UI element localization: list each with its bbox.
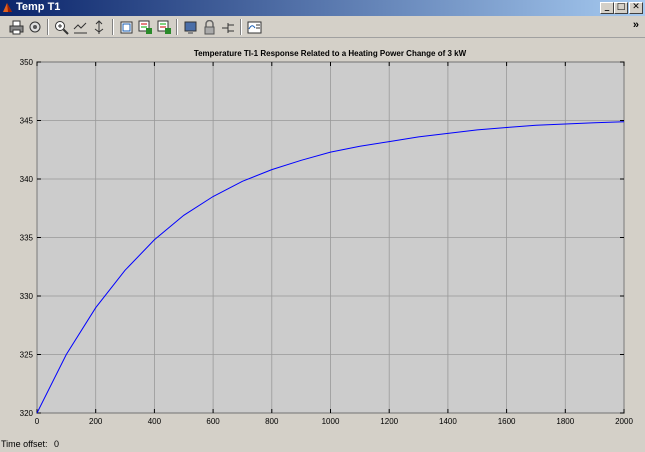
x-tick-label: 1000	[322, 417, 340, 426]
scope-params-icon	[184, 21, 196, 34]
x-tick-label: 200	[89, 417, 103, 426]
window-titlebar: Temp T1 _ □ ✕	[0, 0, 645, 16]
x-tick-label: 400	[148, 417, 162, 426]
time-offset: Time offset: 0	[1, 439, 59, 449]
toolbar-separator	[47, 19, 49, 35]
print-preview-icon	[29, 21, 40, 32]
window-title: Temp T1	[16, 1, 61, 13]
x-tick-label: 1600	[498, 417, 516, 426]
y-tick-label: 340	[20, 175, 34, 184]
zoom-y-icon	[94, 19, 103, 34]
signal-selection-button[interactable]	[219, 18, 237, 36]
restore-axes-icon	[157, 20, 171, 34]
toolbar-separator	[112, 19, 114, 35]
time-offset-value: 0	[54, 439, 60, 449]
x-tick-label: 1400	[439, 417, 457, 426]
y-tick-label: 345	[20, 117, 34, 126]
toolbar-separator	[176, 19, 178, 35]
y-tick-label: 330	[20, 292, 34, 301]
axis-ticks: 0 200 400 600 800 1000 1200 1400 1600 1800 2000 320…	[20, 58, 634, 426]
legend-button[interactable]	[245, 18, 263, 36]
toolbar-overflow-button[interactable]: »	[632, 19, 639, 31]
maximize-button[interactable]: □	[614, 2, 628, 14]
y-tick-label: 320	[20, 409, 34, 418]
lock-axes-button[interactable]	[200, 18, 218, 36]
x-tick-label: 2000	[615, 417, 633, 426]
zoom-x-icon	[73, 22, 87, 33]
save-axes-icon	[138, 20, 152, 34]
zoom-in-icon	[54, 20, 69, 35]
y-tick-label: 335	[20, 234, 34, 243]
minimize-button[interactable]: _	[600, 2, 614, 14]
print-preview-button[interactable]	[26, 18, 44, 36]
x-tick-label: 600	[206, 417, 220, 426]
restore-axes-button[interactable]	[155, 18, 173, 36]
print-icon	[9, 20, 23, 34]
series-line	[36, 121, 625, 414]
zoom-y-button[interactable]	[90, 18, 108, 36]
signal-selection-icon	[221, 22, 234, 33]
lock-icon	[204, 19, 214, 34]
autoscale-icon	[120, 21, 132, 33]
print-button[interactable]	[7, 18, 25, 36]
x-tick-label: 800	[265, 417, 279, 426]
scope-plot: 0 200 400 600 800 1000 1200 1400 1600 1800 2000 320…	[0, 38, 645, 452]
toolbar-separator	[240, 19, 242, 35]
matlab-app-icon	[3, 3, 12, 12]
chart-title: Temperature TI-1 Response Related to a H…	[194, 49, 467, 58]
zoom-x-button[interactable]	[71, 18, 89, 36]
time-offset-label: Time offset:	[1, 439, 48, 449]
scope-toolbar: »	[0, 16, 645, 38]
y-tick-label: 325	[20, 351, 34, 360]
x-tick-label: 1200	[380, 417, 398, 426]
x-tick-label: 0	[35, 417, 40, 426]
x-tick-label: 1800	[556, 417, 574, 426]
zoom-in-button[interactable]	[52, 18, 70, 36]
legend-icon	[247, 21, 261, 33]
scope-parameters-button[interactable]	[181, 18, 199, 36]
autoscale-button[interactable]	[117, 18, 135, 36]
save-axes-button[interactable]	[136, 18, 154, 36]
close-button[interactable]: ✕	[629, 2, 643, 14]
y-tick-label: 350	[20, 58, 34, 67]
